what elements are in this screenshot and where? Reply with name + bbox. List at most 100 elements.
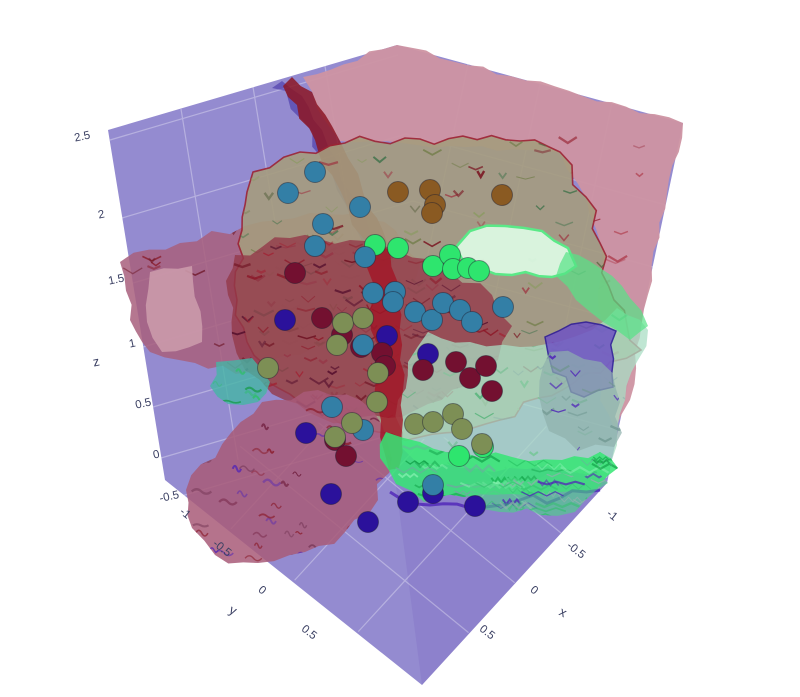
texture-stroke bbox=[258, 513, 276, 519]
texture-stroke bbox=[633, 145, 646, 149]
texture-stroke bbox=[301, 345, 316, 350]
scatter-point-maroon[interactable] bbox=[481, 380, 503, 402]
texture-stroke bbox=[334, 289, 352, 294]
texture-stroke bbox=[593, 494, 618, 502]
texture-stroke bbox=[537, 480, 586, 486]
texture-stroke bbox=[231, 464, 242, 473]
scatter-point-olive[interactable] bbox=[471, 433, 493, 455]
texture-stroke bbox=[627, 423, 641, 428]
texture-stroke bbox=[355, 394, 367, 402]
texture-stroke bbox=[521, 491, 564, 497]
scatter-point-green[interactable] bbox=[387, 237, 409, 259]
texture-stroke bbox=[562, 189, 578, 194]
texture-stroke bbox=[405, 460, 429, 465]
scatter-point-teal[interactable] bbox=[422, 474, 444, 496]
texture-stroke bbox=[581, 388, 601, 394]
texture-stroke bbox=[252, 531, 268, 538]
scatter-point-teal[interactable] bbox=[492, 296, 514, 318]
texture-stroke bbox=[209, 558, 223, 563]
scatter-point-teal[interactable] bbox=[382, 291, 404, 313]
texture-stroke bbox=[537, 479, 560, 487]
scatter-point-maroon[interactable] bbox=[445, 351, 467, 373]
x-axis-tick-label: 0.5 bbox=[477, 623, 497, 642]
scatter-point-olive[interactable] bbox=[366, 391, 388, 413]
z-axis-tick-label: 0 bbox=[152, 449, 161, 462]
scatter-point-navy[interactable] bbox=[320, 483, 342, 505]
scatter-point-teal[interactable] bbox=[421, 309, 443, 331]
scatter-point-navy[interactable] bbox=[464, 495, 486, 517]
texture-stroke bbox=[314, 270, 328, 276]
texture-stroke bbox=[270, 502, 282, 509]
texture-stroke bbox=[412, 328, 434, 334]
texture-stroke bbox=[372, 156, 387, 164]
texture-stroke bbox=[647, 392, 648, 398]
texture-stroke bbox=[550, 409, 566, 413]
scatter-point-navy[interactable] bbox=[397, 491, 419, 513]
scatter-point-olive[interactable] bbox=[324, 426, 346, 448]
scatter-point-teal[interactable] bbox=[362, 282, 384, 304]
scatter-point-navy[interactable] bbox=[357, 511, 379, 533]
scatter-point-brown[interactable] bbox=[421, 202, 443, 224]
texture-stroke bbox=[616, 444, 622, 450]
scatter-point-teal[interactable] bbox=[321, 396, 343, 418]
scatter-point-teal[interactable] bbox=[312, 213, 334, 235]
scatter-point-teal[interactable] bbox=[354, 246, 376, 268]
scatter-point-brown[interactable] bbox=[387, 181, 409, 203]
scatter-point-olive[interactable] bbox=[257, 357, 279, 379]
texture-stroke bbox=[289, 158, 305, 164]
surface-grey-teal-slab[interactable] bbox=[539, 350, 622, 451]
scatter-point-olive[interactable] bbox=[422, 411, 444, 433]
texture-stroke bbox=[330, 366, 340, 371]
texture-stroke bbox=[507, 459, 553, 467]
scatter-point-navy[interactable] bbox=[295, 422, 317, 444]
scatter-point-brown[interactable] bbox=[491, 184, 513, 206]
texture-stroke bbox=[295, 371, 304, 378]
surface-pink-wedge[interactable] bbox=[145, 266, 203, 352]
texture-stroke bbox=[357, 159, 367, 164]
scatter-point-maroon[interactable] bbox=[475, 355, 497, 377]
scatter-point-olive[interactable] bbox=[352, 307, 374, 329]
texture-stroke bbox=[251, 447, 269, 455]
scatter-point-navy[interactable] bbox=[274, 309, 296, 331]
scatter-point-green[interactable] bbox=[468, 260, 490, 282]
texture-stroke bbox=[558, 234, 570, 242]
scatter-point-teal[interactable] bbox=[304, 235, 326, 257]
texture-stroke bbox=[244, 390, 257, 397]
scatter-point-olive[interactable] bbox=[341, 412, 363, 434]
texture-stroke bbox=[397, 472, 419, 479]
texture-stroke bbox=[549, 382, 563, 390]
scatter-point-olive[interactable] bbox=[367, 362, 389, 384]
scatter-point-teal[interactable] bbox=[277, 182, 299, 204]
texture-stroke bbox=[609, 424, 622, 432]
scatter-point-green[interactable] bbox=[448, 445, 470, 467]
scatter-point-maroon[interactable] bbox=[459, 367, 481, 389]
texture-stroke bbox=[250, 470, 265, 476]
scatter-point-teal[interactable] bbox=[461, 311, 483, 333]
scatter-point-maroon[interactable] bbox=[311, 307, 333, 329]
texture-stroke bbox=[395, 466, 438, 474]
texture-stroke bbox=[535, 462, 567, 471]
texture-stroke bbox=[142, 255, 162, 262]
surface-teal-patch[interactable] bbox=[210, 358, 270, 405]
z-axis-title: z bbox=[91, 354, 100, 370]
texture-stroke bbox=[212, 380, 223, 387]
scatter-point-olive[interactable] bbox=[332, 312, 354, 334]
texture-stroke bbox=[313, 336, 324, 341]
scatter-point-maroon[interactable] bbox=[284, 262, 306, 284]
texture-stroke bbox=[292, 471, 302, 477]
scatter-point-maroon[interactable] bbox=[335, 445, 357, 467]
scatter-point-teal[interactable] bbox=[304, 161, 326, 183]
scatter-point-olive[interactable] bbox=[451, 418, 473, 440]
texture-stroke bbox=[192, 523, 210, 528]
texture-stroke bbox=[533, 149, 552, 154]
scatter-point-olive[interactable] bbox=[326, 334, 348, 356]
texture-stroke bbox=[383, 171, 393, 179]
texture-stroke bbox=[605, 493, 618, 502]
scatter-point-teal[interactable] bbox=[352, 334, 374, 356]
scatter-point-teal[interactable] bbox=[349, 196, 371, 218]
scatter-point-maroon[interactable] bbox=[412, 359, 434, 381]
surface-green-diagonal-band[interactable] bbox=[556, 252, 648, 340]
texture-stroke bbox=[605, 479, 608, 485]
